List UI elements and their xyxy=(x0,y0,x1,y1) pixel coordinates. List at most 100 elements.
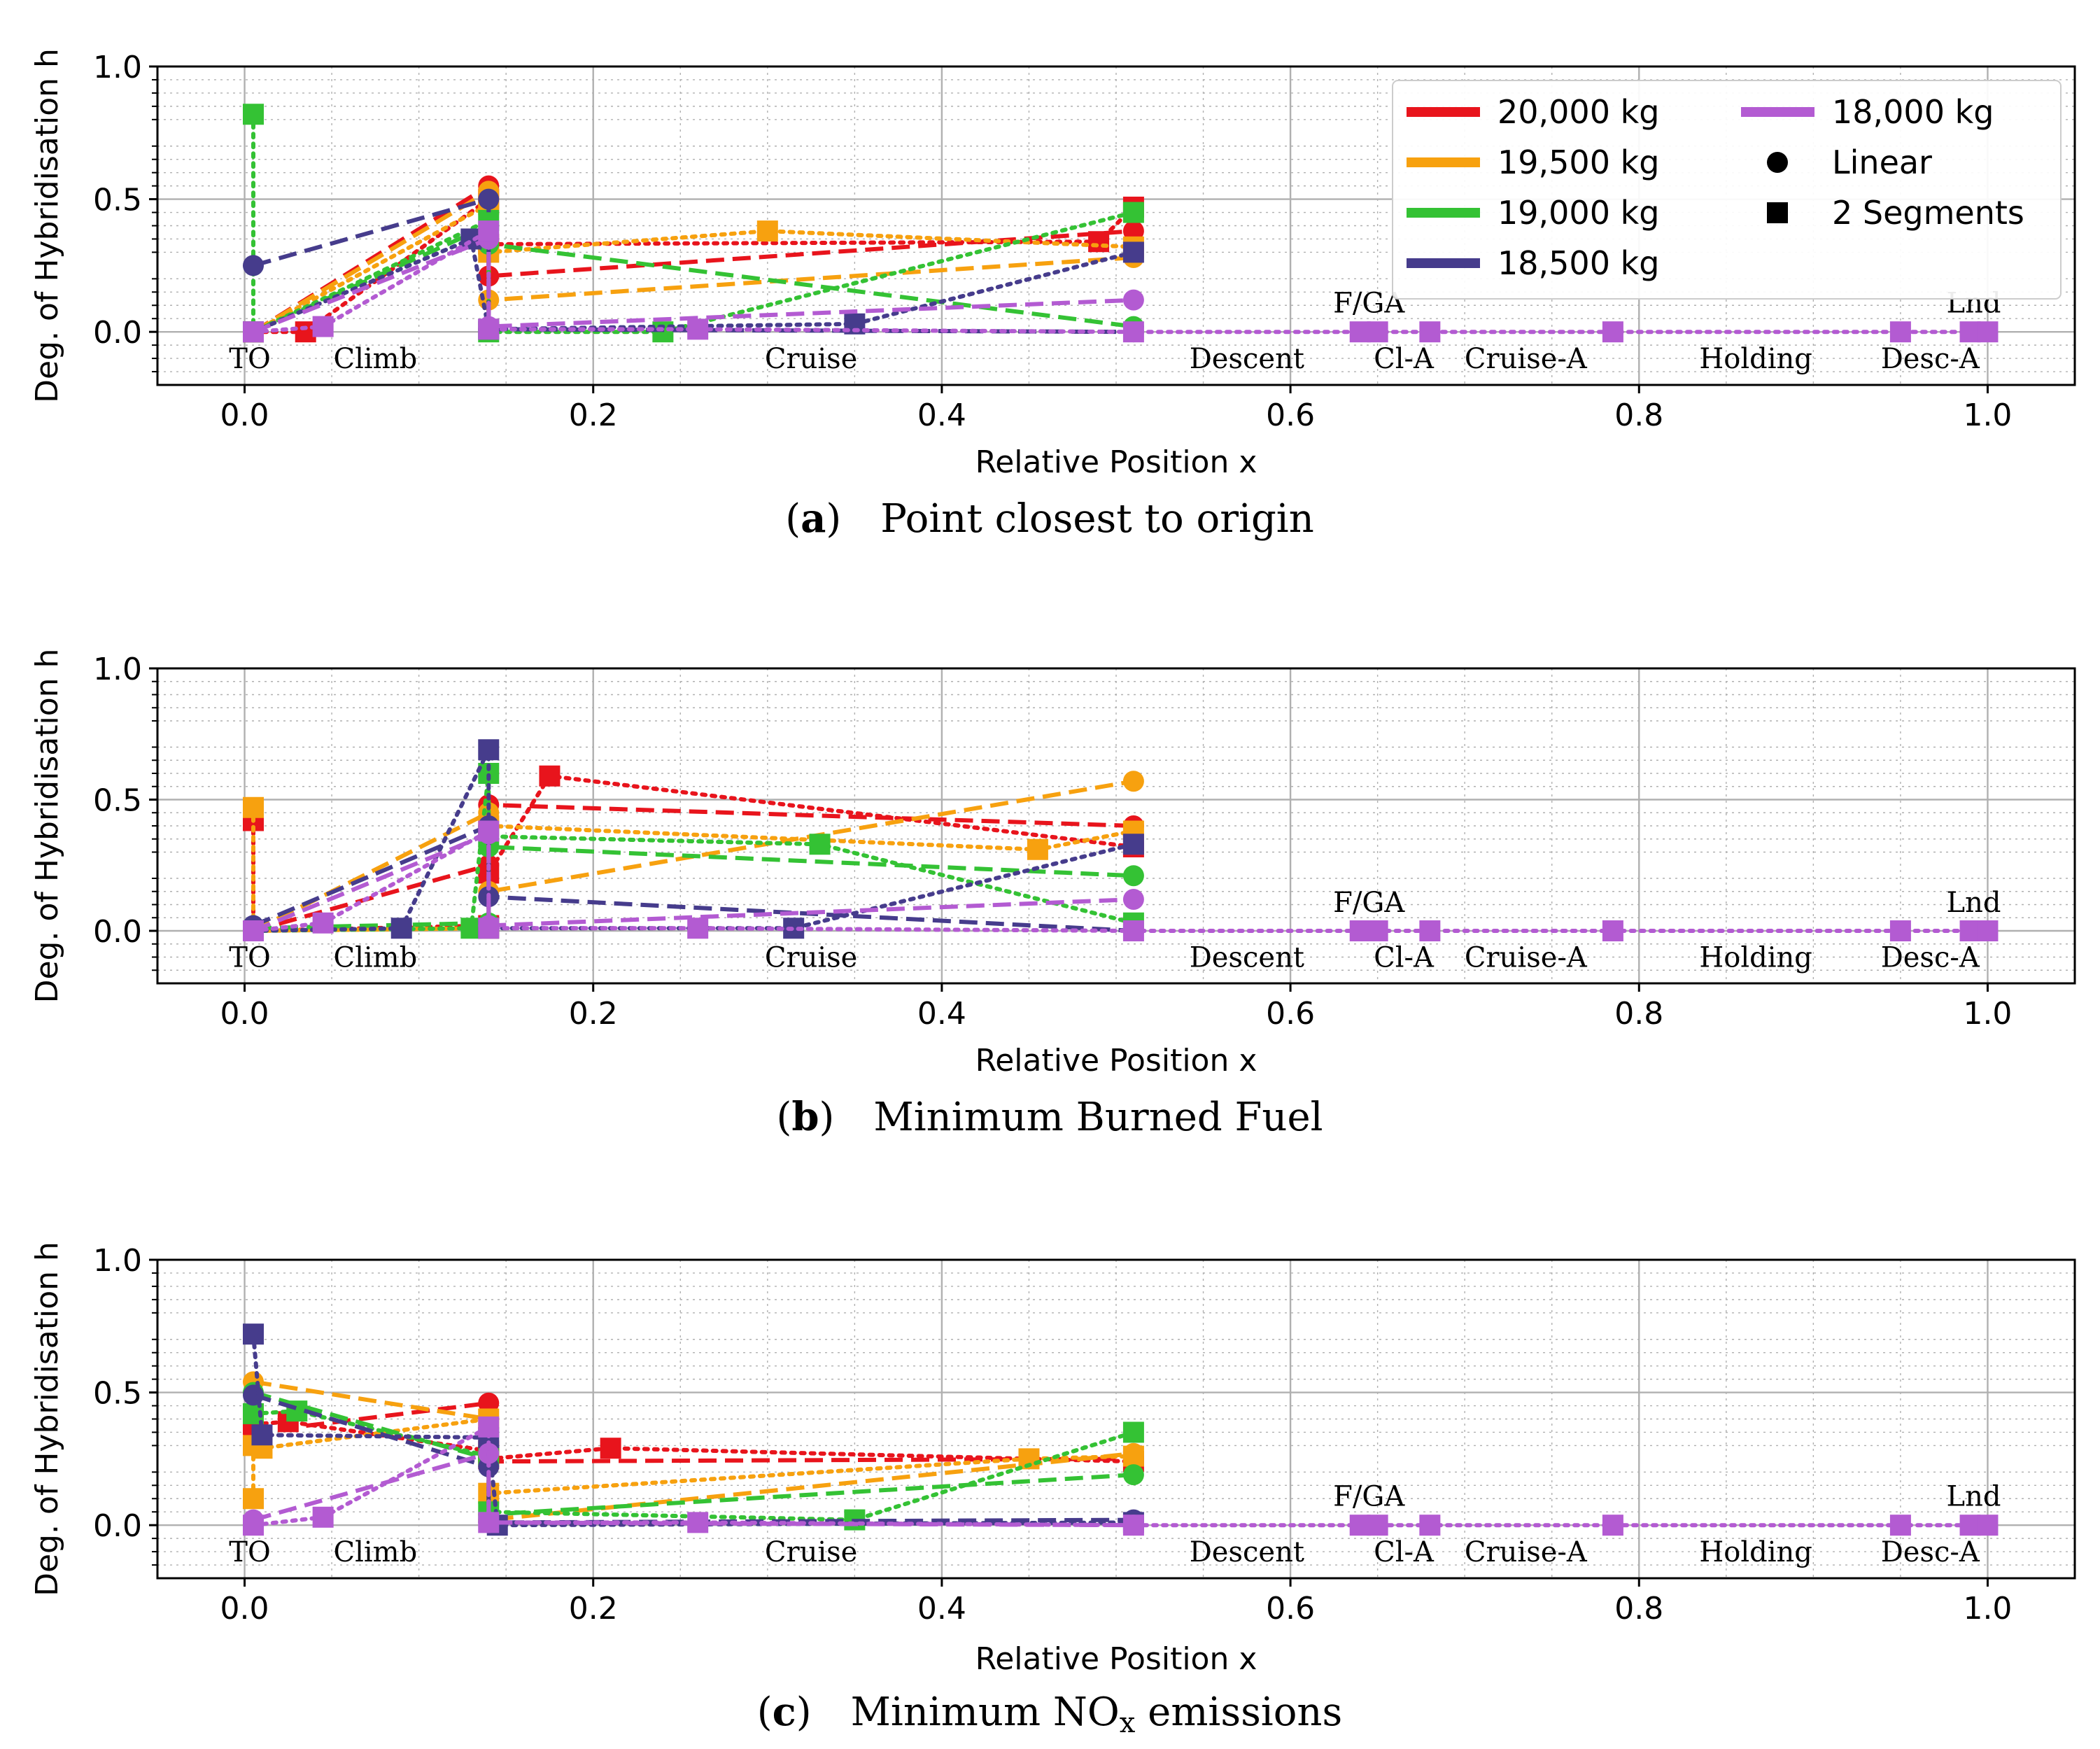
data-point xyxy=(1122,1421,1144,1443)
x-tick-label: 1.0 xyxy=(1963,996,2012,1032)
phase-label: Cruise-A xyxy=(1465,942,1588,974)
y-tick-label: 0.0 xyxy=(93,914,142,950)
x-tick-label: 0.0 xyxy=(220,398,269,433)
y-tick-label: 0.5 xyxy=(93,1376,142,1412)
data-point xyxy=(243,1515,264,1536)
data-point xyxy=(478,820,500,842)
phase-label: Cl-A xyxy=(1374,343,1435,375)
x-tick-label: 0.4 xyxy=(917,996,966,1032)
data-point xyxy=(478,188,500,210)
phase-label: Climb xyxy=(333,1536,417,1568)
x-tick-label: 0.6 xyxy=(1266,996,1315,1032)
phase-label: TO xyxy=(229,343,270,375)
data-point xyxy=(243,1384,264,1406)
phase-label: Holding xyxy=(1699,1536,1812,1568)
caption-tail: emissions xyxy=(1148,1690,1342,1735)
data-point xyxy=(809,834,831,855)
data-point xyxy=(1419,920,1441,941)
data-point xyxy=(1889,321,1911,343)
legend-label: 19,500 kg xyxy=(1498,143,1659,181)
x-tick-label: 0.2 xyxy=(569,996,618,1032)
x-tick-label: 0.2 xyxy=(569,398,618,433)
data-point xyxy=(1977,1515,1999,1536)
data-point xyxy=(1367,321,1388,343)
x-tick-label: 1.0 xyxy=(1963,398,2012,433)
series-line xyxy=(253,1390,1134,1517)
caption-paren-open: ( xyxy=(777,1095,792,1140)
caption-paren-close: ) xyxy=(796,1690,851,1735)
series-group xyxy=(243,739,1999,941)
series-group xyxy=(243,1323,1999,1536)
plot-frame xyxy=(156,65,2076,386)
phase-label: Lnd xyxy=(1947,887,2001,919)
data-point xyxy=(1419,1515,1441,1536)
data-point xyxy=(1367,920,1388,941)
caption-space xyxy=(1135,1690,1148,1735)
x-tick-label: 0.8 xyxy=(1614,1591,1663,1627)
phase-label: Descent xyxy=(1190,942,1304,974)
phase-label: F/GA xyxy=(1333,1480,1405,1512)
data-point xyxy=(1122,321,1144,343)
caption-paren-open: ( xyxy=(757,1690,773,1735)
y-tick-label: 0.5 xyxy=(93,783,142,819)
data-point xyxy=(478,739,500,761)
caption-paren-open: ( xyxy=(785,496,801,542)
data-point xyxy=(478,1416,500,1438)
data-point xyxy=(687,1512,709,1533)
series-line xyxy=(251,112,1136,335)
phase-label: Lnd xyxy=(1947,1480,2001,1512)
data-point xyxy=(243,796,264,818)
legend-label: 18,000 kg xyxy=(1832,93,1994,131)
x-tick-label: 0.2 xyxy=(569,1591,618,1627)
legend-marker-circle xyxy=(1767,152,1788,173)
data-point xyxy=(1602,920,1623,941)
y-tick-label: 1.0 xyxy=(93,1243,142,1279)
phase-label: Cl-A xyxy=(1374,1536,1435,1568)
chart-panel-b: 0.0 0.2 0.4 0.6 0.8 1.0 0.0 0.5 1.0 Relative Posi… xyxy=(29,649,2076,1140)
phase-label: Climb xyxy=(333,343,417,375)
legend-label: 18,500 kg xyxy=(1498,244,1659,282)
phase-label: Holding xyxy=(1699,942,1812,974)
data-point xyxy=(1977,321,1999,343)
data-point xyxy=(1122,289,1144,311)
x-tick-label: 0.0 xyxy=(220,1591,269,1627)
y-tick-label: 0.0 xyxy=(93,1508,142,1544)
data-point xyxy=(243,255,264,276)
legend-label: 19,000 kg xyxy=(1498,194,1659,232)
series-line xyxy=(253,196,1134,335)
phase-label: Cruise xyxy=(765,1536,857,1568)
phase-label: TO xyxy=(229,942,270,974)
caption-paren-close: ) xyxy=(819,1095,874,1140)
phase-label: Cruise xyxy=(765,343,857,375)
caption-text: Minimum Burned Fuel xyxy=(873,1095,1323,1140)
data-point xyxy=(1122,920,1144,941)
caption: (c) Minimum NOx emissions xyxy=(757,1689,1342,1739)
data-point xyxy=(1889,920,1911,941)
caption-letter: b xyxy=(791,1094,819,1140)
data-point xyxy=(687,918,709,939)
data-point xyxy=(251,1424,273,1446)
phase-label: TO xyxy=(229,1536,270,1568)
y-tick-label: 1.0 xyxy=(93,652,142,687)
data-point xyxy=(478,918,500,939)
data-point xyxy=(756,220,778,242)
x-axis-label: Relative Position x xyxy=(975,444,1257,480)
data-point xyxy=(1122,241,1144,263)
caption-letter: c xyxy=(773,1689,796,1735)
data-point xyxy=(1122,889,1144,910)
data-point xyxy=(390,918,412,939)
data-point xyxy=(286,1400,308,1422)
data-point xyxy=(600,1438,621,1459)
data-point xyxy=(1367,1515,1388,1536)
data-point xyxy=(1122,1445,1144,1467)
data-point xyxy=(312,316,334,337)
y-tick-label: 0.0 xyxy=(93,315,142,351)
data-point xyxy=(687,318,709,340)
x-axis-label: Relative Position x xyxy=(975,1043,1257,1079)
caption-subscript: x xyxy=(1120,1707,1136,1739)
x-tick-label: 0.6 xyxy=(1266,1591,1315,1627)
legend: 20,000 kg 19,500 kg 19,000 kg 18,500 kg 18,0… xyxy=(1392,80,2062,300)
data-point xyxy=(1122,834,1144,855)
plot-frame xyxy=(156,1258,2076,1580)
